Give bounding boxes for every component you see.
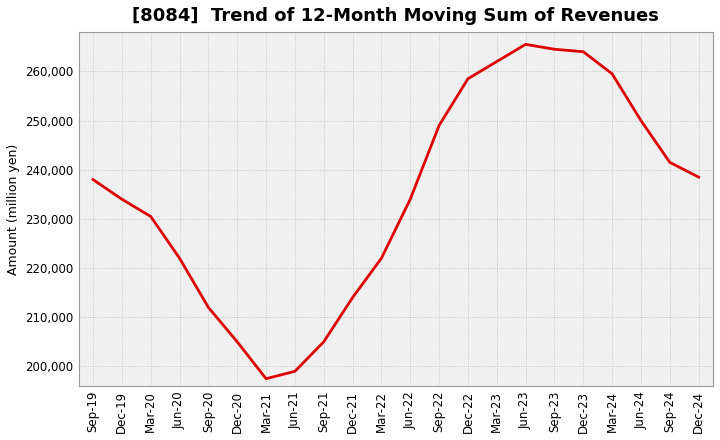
Y-axis label: Amount (million yen): Amount (million yen) — [7, 143, 20, 275]
Title: [8084]  Trend of 12-Month Moving Sum of Revenues: [8084] Trend of 12-Month Moving Sum of R… — [132, 7, 660, 25]
